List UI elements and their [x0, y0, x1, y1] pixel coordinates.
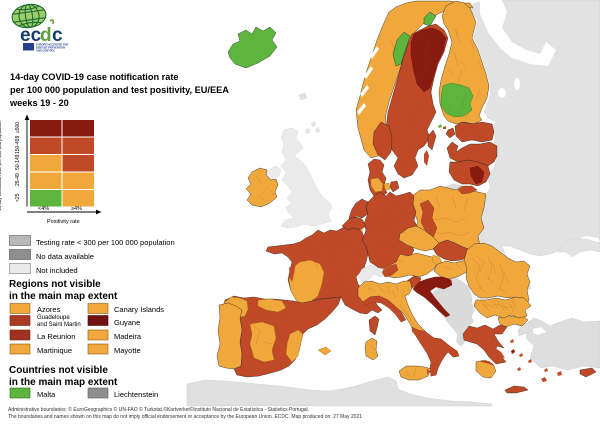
svg-text:EUROPEAN CENTRE FOR: EUROPEAN CENTRE FOR	[36, 43, 68, 47]
svg-text:ec: ec	[20, 25, 42, 46]
svg-text:d: d	[40, 25, 52, 46]
svg-text:DISEASE PREVENTION: DISEASE PREVENTION	[36, 46, 65, 50]
svg-text:AND CONTROL: AND CONTROL	[36, 49, 56, 53]
svg-text:c: c	[52, 25, 63, 46]
